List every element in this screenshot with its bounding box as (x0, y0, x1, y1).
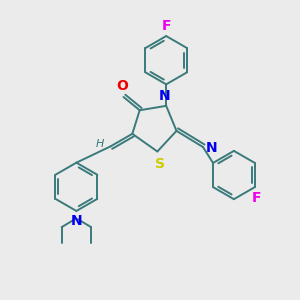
Text: S: S (155, 157, 165, 171)
Text: H: H (96, 139, 104, 149)
Text: F: F (161, 19, 171, 32)
Text: N: N (159, 89, 170, 103)
Text: O: O (116, 80, 128, 94)
Text: N: N (70, 214, 82, 229)
Text: N: N (206, 141, 217, 154)
Text: F: F (251, 190, 261, 205)
